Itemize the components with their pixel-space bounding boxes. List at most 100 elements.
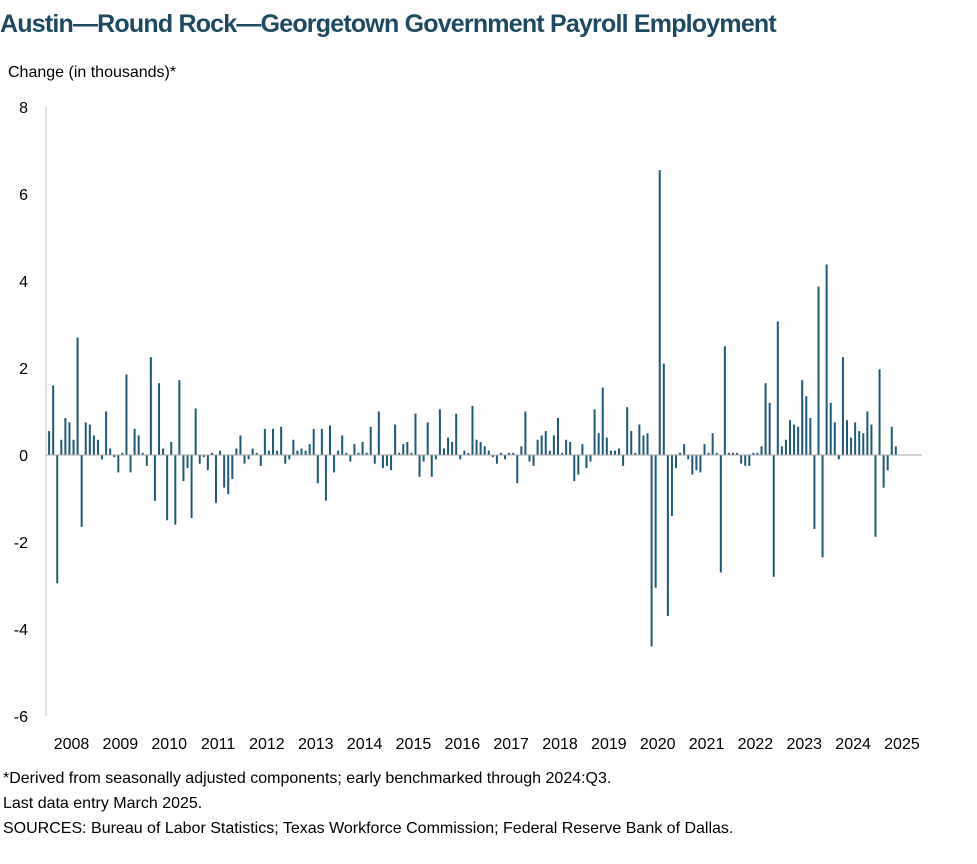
bar	[459, 455, 462, 460]
bar	[398, 452, 401, 455]
x-tick-label: 2008	[54, 736, 90, 753]
bar	[308, 444, 311, 456]
bar	[609, 450, 612, 455]
bar	[166, 455, 169, 521]
bar	[593, 409, 596, 455]
bar	[158, 383, 161, 455]
bar	[247, 455, 250, 460]
x-tick-label: 2009	[103, 736, 139, 753]
bar	[626, 407, 629, 455]
bar	[117, 455, 120, 473]
x-tick-label: 2016	[445, 736, 481, 753]
x-tick-labels: 2008 2009 2010 2011 2012 2013 2014 2015 2016 2017…	[54, 736, 920, 753]
y-tick-label: -6	[14, 709, 28, 726]
bar	[756, 452, 759, 455]
bar	[642, 435, 645, 455]
bar	[105, 411, 108, 455]
bar	[267, 450, 270, 455]
bar	[499, 452, 502, 455]
x-tick-label: 2014	[347, 736, 383, 753]
bar	[707, 452, 710, 455]
bar	[825, 264, 828, 455]
bar	[259, 455, 262, 466]
bar	[556, 418, 559, 455]
bar	[768, 402, 771, 455]
bar	[850, 437, 853, 455]
bar	[886, 455, 889, 471]
bar	[512, 452, 515, 455]
chart-title: Austin—Round Rock—Georgetown Government …	[0, 10, 777, 38]
bar	[320, 428, 323, 455]
bar	[430, 455, 433, 477]
bar	[426, 422, 429, 455]
bar	[198, 455, 201, 464]
bar	[561, 452, 564, 455]
x-tick-label: 2010	[151, 736, 187, 753]
bar	[780, 446, 783, 455]
bar	[341, 435, 344, 455]
bar	[414, 413, 417, 455]
bar	[381, 455, 384, 469]
bar	[60, 439, 63, 455]
bar	[845, 420, 848, 455]
bar	[866, 411, 869, 455]
y-tick-label: -2	[14, 535, 28, 552]
bar	[784, 439, 787, 455]
bar	[483, 446, 486, 455]
bar	[296, 450, 299, 455]
bar	[833, 422, 836, 455]
x-tick-label: 2025	[884, 736, 920, 753]
bar	[475, 439, 478, 455]
bar	[272, 428, 275, 455]
y-tick-label: 8	[19, 100, 28, 117]
bar	[793, 424, 796, 455]
bar	[862, 433, 865, 455]
bar	[520, 446, 523, 455]
bar	[402, 444, 405, 456]
bar	[194, 408, 197, 455]
bar	[691, 455, 694, 475]
bar	[719, 455, 722, 573]
bar	[174, 455, 177, 525]
bar	[231, 455, 234, 479]
bar	[699, 455, 702, 473]
bar	[601, 387, 604, 455]
bar	[316, 455, 319, 484]
bar	[215, 455, 218, 503]
y-tick-label: -4	[14, 622, 28, 639]
bar	[723, 346, 726, 455]
bar	[80, 455, 83, 527]
bar	[447, 437, 450, 455]
bar	[96, 439, 99, 455]
bar	[764, 383, 767, 455]
bar	[133, 428, 136, 455]
bar	[613, 450, 616, 455]
bar	[178, 380, 181, 455]
bar	[679, 452, 682, 455]
y-tick-label: 4	[19, 274, 28, 291]
bar	[740, 455, 743, 464]
bar	[451, 441, 454, 455]
bar	[337, 450, 340, 455]
bar	[357, 452, 360, 455]
bar	[772, 455, 775, 577]
bar	[333, 455, 336, 473]
bar	[235, 448, 238, 455]
bar	[434, 455, 437, 460]
bar	[858, 431, 861, 455]
bar	[373, 455, 376, 464]
bar	[874, 455, 877, 537]
bar	[658, 170, 661, 455]
bar	[508, 452, 511, 455]
bar	[776, 321, 779, 455]
bar	[622, 455, 625, 466]
x-tick-label: 2020	[640, 736, 676, 753]
bar	[365, 452, 368, 455]
bar	[809, 418, 812, 455]
bar	[121, 452, 124, 455]
bar	[422, 455, 425, 462]
bar	[92, 435, 95, 455]
bar	[255, 452, 258, 455]
bar	[662, 363, 665, 455]
bar	[84, 422, 87, 455]
